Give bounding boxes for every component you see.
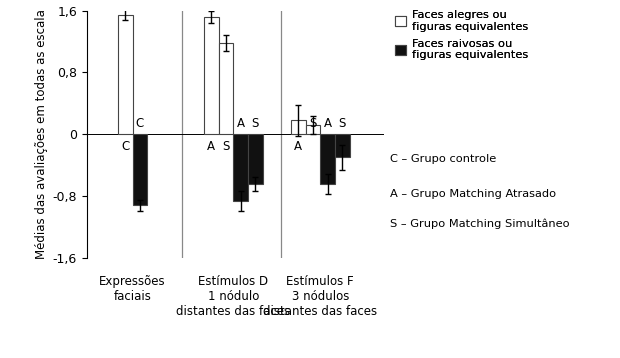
Text: A: A [237, 117, 245, 130]
Bar [248, 134, 263, 184]
Text: A – Grupo Matching Atrasado: A – Grupo Matching Atrasado [391, 189, 557, 199]
Bar [335, 134, 350, 158]
Text: S: S [309, 117, 317, 130]
Text: S: S [339, 117, 346, 130]
Text: C: C [136, 117, 144, 130]
Text: A: A [324, 117, 332, 130]
Text: Estímulos F
3 nódulos
distantes das faces: Estímulos F 3 nódulos distantes das face… [264, 275, 378, 318]
Bar [233, 134, 248, 202]
Bar [133, 134, 147, 205]
Bar [204, 17, 219, 134]
Y-axis label: Médias das avaliações em todas as escala: Médias das avaliações em todas as escala [35, 9, 48, 259]
Text: Expressões
faciais: Expressões faciais [99, 275, 166, 303]
Text: C: C [121, 140, 130, 153]
Bar [291, 120, 306, 134]
Text: A: A [207, 140, 215, 153]
Bar [118, 15, 133, 134]
Text: S: S [223, 140, 229, 153]
Legend: Faces alegres ou
figuras equivalentes, Faces raivosas ou
figuras equivalentes: Faces alegres ou figuras equivalentes, F… [391, 6, 533, 65]
Text: S – Grupo Matching Simultâneo: S – Grupo Matching Simultâneo [391, 218, 570, 229]
Text: A: A [294, 140, 303, 153]
Text: Estímulos D
1 nódulo
distantes das faces: Estímulos D 1 nódulo distantes das faces [176, 275, 290, 318]
Text: S: S [252, 117, 259, 130]
Bar [306, 125, 321, 134]
Bar [321, 134, 335, 184]
Bar [219, 43, 233, 134]
Text: C – Grupo controle: C – Grupo controle [391, 154, 497, 164]
